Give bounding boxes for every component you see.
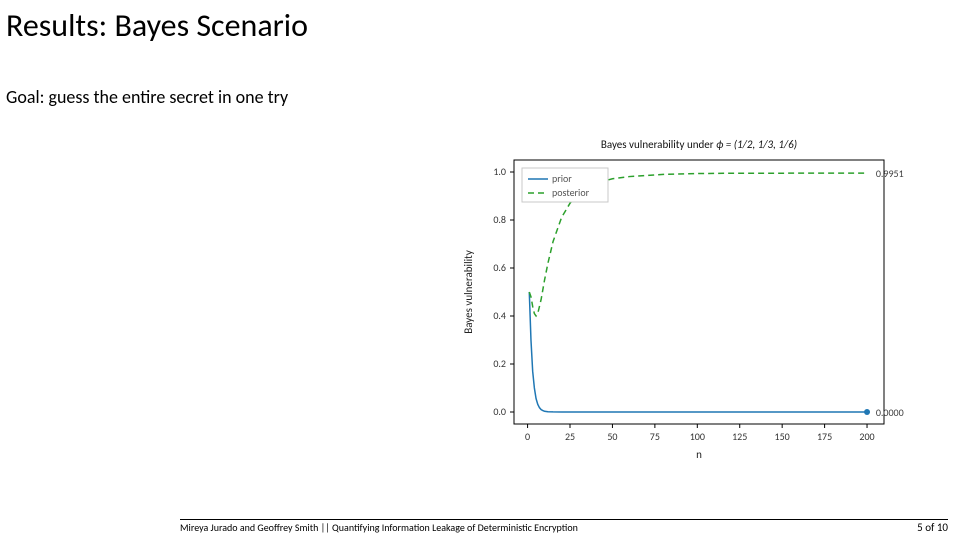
svg-text:posterior: posterior	[552, 186, 590, 199]
svg-text:0: 0	[525, 430, 530, 443]
svg-text:0.2: 0.2	[493, 357, 506, 370]
svg-text:0.6: 0.6	[493, 261, 506, 274]
svg-text:0.0: 0.0	[493, 405, 506, 418]
svg-text:1.0: 1.0	[493, 165, 506, 178]
svg-text:75: 75	[650, 430, 660, 443]
svg-text:0.8: 0.8	[493, 213, 506, 226]
svg-text:0.4: 0.4	[493, 309, 506, 322]
svg-text:50: 50	[607, 430, 617, 443]
svg-text:25: 25	[565, 430, 575, 443]
svg-text:200: 200	[859, 430, 874, 443]
svg-text:0.0000: 0.0000	[876, 406, 904, 419]
svg-text:Bayes vulnerability: Bayes vulnerability	[462, 250, 475, 334]
chart-canvas: 0 25 50 75 100 125 150 175 200 0.0 0.2 0.4 0.6 0.8 1.0…	[458, 134, 938, 464]
svg-text:Bayes vulnerability under ϕ =: Bayes vulnerability under ϕ = (1/2, 1/3,…	[601, 138, 797, 151]
svg-text:100: 100	[690, 430, 705, 443]
footer-page: 5 of 10	[917, 521, 948, 534]
svg-text:0.9951: 0.9951	[876, 167, 904, 180]
bayes-chart: 0 25 50 75 100 125 150 175 200 0.0 0.2 0.4 0.6 0.8 1.0…	[458, 134, 938, 464]
page-suffix: of 10	[923, 521, 948, 534]
svg-text:175: 175	[817, 430, 832, 443]
footer-rule	[180, 519, 948, 520]
slide-title: Results: Bayes Scenario	[6, 6, 308, 45]
svg-text:150: 150	[775, 430, 790, 443]
svg-text:125: 125	[732, 430, 747, 443]
svg-text:n: n	[696, 448, 702, 461]
goal-text: Goal: guess the entire secret in one try	[6, 86, 288, 108]
svg-text:prior: prior	[552, 172, 572, 185]
footer-authors: Mireya Jurado and Geoffrey Smith || Quan…	[180, 521, 578, 534]
